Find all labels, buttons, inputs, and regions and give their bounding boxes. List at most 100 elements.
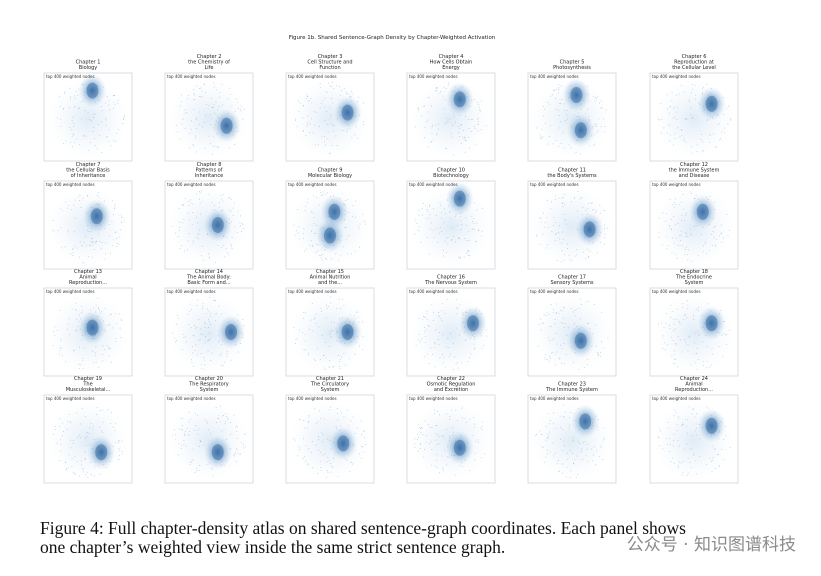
node-dot [318,449,320,451]
node-dot [83,241,85,243]
node-dot [702,150,703,152]
node-dot [362,349,364,351]
node-dot [478,120,479,122]
node-dot [454,474,456,476]
node-dot [204,92,206,94]
node-dot [688,101,690,103]
node-dot [330,463,332,465]
node-dot [446,456,448,458]
node-dot [327,124,329,126]
node-dot [700,133,702,135]
node-dot [62,143,64,145]
node-dot [84,110,86,112]
node-dot [595,131,597,133]
node-dot [559,238,561,240]
node-dot [197,222,199,224]
node-dot [714,226,716,228]
node-dot [461,224,463,226]
node-dot [343,88,345,90]
node-dot [308,328,310,330]
node-dot [330,321,332,323]
node-dot [318,326,320,328]
node-dot [569,424,571,426]
density-blob [78,73,107,108]
node-dot [315,444,317,446]
node-dot [444,240,446,242]
node-dot [182,204,184,206]
node-dot [601,311,603,313]
node-dot [460,124,462,125]
node-dot [210,313,212,314]
node-dot [203,368,205,370]
node-dot [431,354,433,355]
node-dot [727,234,729,236]
node-dot [544,221,546,223]
node-dot [358,345,360,347]
node-dot [345,364,347,366]
node-dot [195,135,197,137]
node-dot [101,242,103,243]
node-dot [342,246,344,248]
node-dot [726,334,728,336]
node-dot [316,111,318,113]
node-dot [687,344,689,346]
node-dot [329,406,331,408]
node-dot [565,476,567,478]
node-dot [467,255,469,257]
node-dot [674,363,676,365]
node-dot [424,316,426,318]
node-dot [597,351,599,353]
node-dot [466,250,468,252]
node-dot [414,126,416,128]
node-dot [97,298,99,299]
node-dot [541,322,543,324]
node-dot [105,253,107,255]
node-dot [210,324,211,325]
node-dot [76,318,78,320]
node-dot [667,421,669,423]
node-dot [113,139,115,141]
node-dot [86,471,88,473]
density-core [579,413,592,430]
node-dot [83,134,85,136]
node-dot [198,469,200,471]
node-dot [173,429,175,431]
node-dot [670,106,672,107]
node-dot [74,245,76,247]
node-dot [183,439,185,441]
node-dot [697,310,699,312]
node-dot [196,193,198,195]
node-dot [556,343,558,345]
node-dot [333,88,335,90]
node-dot [679,239,681,241]
node-dot [340,255,341,257]
node-dot [702,150,704,151]
node-dot [76,412,78,414]
node-dot [59,106,61,108]
node-dot [547,413,549,415]
node-dot [723,333,725,335]
node-dot [65,468,67,470]
node-dot [727,105,729,107]
node-dot [459,215,461,217]
node-dot [697,330,699,332]
node-dot [583,366,585,368]
node-dot [568,417,570,418]
node-dot [671,237,673,239]
node-dot [172,225,174,227]
node-dot [670,229,672,230]
node-dot [74,106,76,108]
node-dot [348,358,350,360]
node-dot [681,351,683,353]
node-dot [189,132,191,134]
node-dot [551,339,553,341]
node-dot [188,233,190,234]
node-dot [473,343,475,345]
panel-title: System [321,387,340,393]
node-dot [302,130,304,132]
node-dot [97,307,99,309]
node-dot [354,353,356,355]
node-dot [202,305,203,307]
